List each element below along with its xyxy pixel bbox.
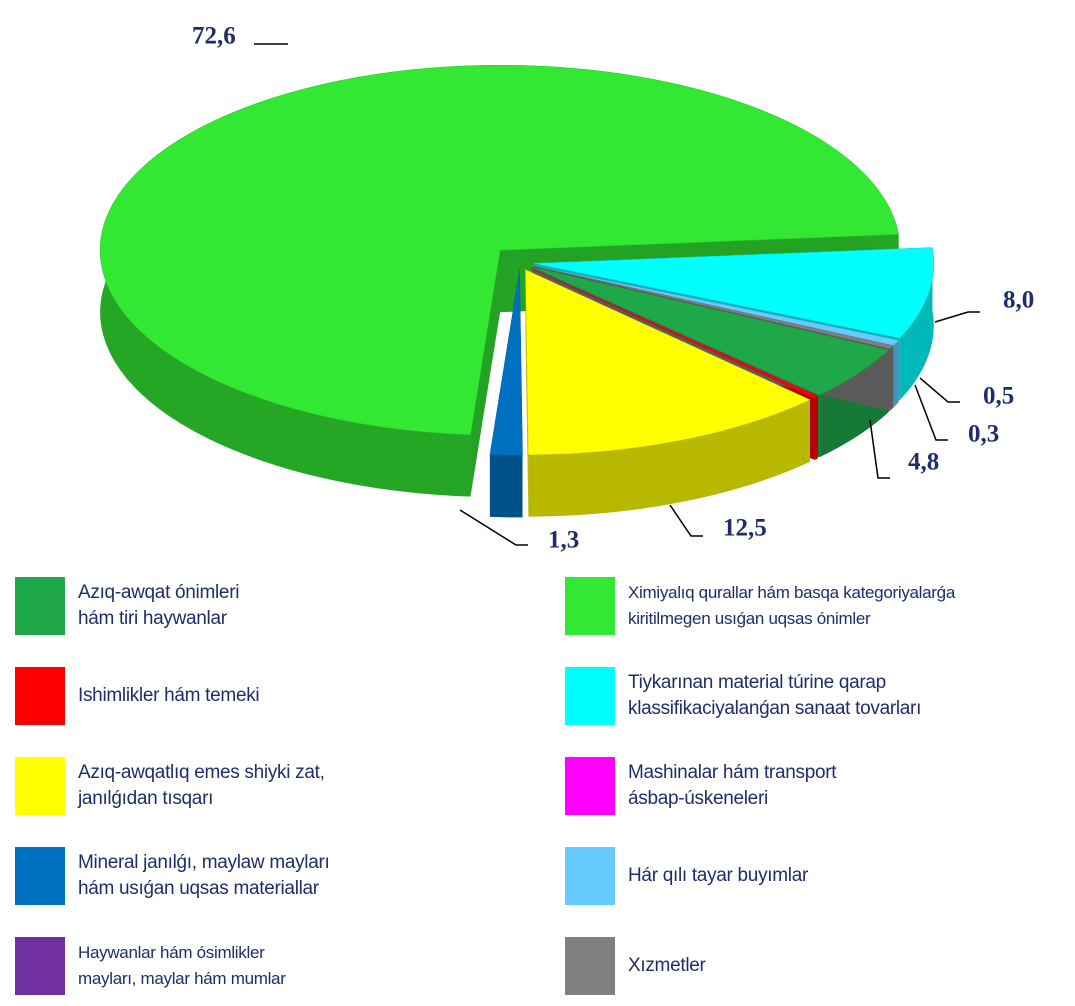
leader-line xyxy=(934,311,980,323)
legend-swatch xyxy=(15,937,65,995)
slice-side xyxy=(814,396,819,460)
leader-line xyxy=(459,509,528,546)
legend-swatch xyxy=(15,667,65,725)
legend-label: Ishimlikler hám temeki xyxy=(78,685,260,706)
leader-line xyxy=(669,504,703,537)
data-label: 0,3 xyxy=(968,421,999,448)
leader-line xyxy=(919,377,960,403)
slice xyxy=(529,267,819,399)
slice xyxy=(532,265,894,350)
slice xyxy=(99,64,899,435)
leader-line xyxy=(869,419,890,479)
legend-swatch xyxy=(565,757,615,815)
chart: 4,8 12,5 1,3 72,6 8,0 0,5 0,3 xyxy=(99,23,1034,554)
legend-label: Mineral janılǵı, maylaw mayları hám usıǵ… xyxy=(78,852,330,899)
legend-label: Xızmetler xyxy=(628,955,706,976)
legend-swatch xyxy=(565,577,615,635)
legend-swatch xyxy=(565,847,615,905)
legend-swatch xyxy=(565,667,615,725)
slice xyxy=(489,270,523,456)
slice-side xyxy=(489,454,523,518)
legend-label: Azıq-awqatlıq emes shiyki zat, janılǵıda… xyxy=(78,762,325,809)
data-label: 8,0 xyxy=(1003,287,1034,314)
pie-tops xyxy=(99,64,935,456)
data-label: 0,5 xyxy=(983,383,1014,410)
slice xyxy=(533,247,935,339)
legend-label: Mashinalar hám transport ásbap-úskeneler… xyxy=(628,762,837,809)
legend-label: Azıq-awqat ónimleri hám tiri haywanlar xyxy=(78,582,240,629)
legend-label: Tiykarınan material túrine qarap klassif… xyxy=(628,672,922,719)
legend-swatch xyxy=(15,847,65,905)
legend-label: Hár qılı tayar buyımlar xyxy=(628,865,808,886)
leader-line xyxy=(914,384,948,441)
data-label: 12,5 xyxy=(723,515,767,542)
legend-swatch xyxy=(15,757,65,815)
legend-label: Ximiyalıq qurallar hám basqa kategoriyal… xyxy=(628,583,955,628)
slice-side xyxy=(528,399,810,517)
data-label: 72,6 xyxy=(192,23,236,50)
data-label: 1,3 xyxy=(548,527,579,554)
legend-label: Haywanlar hám ósimlikler mayları, maylar… xyxy=(78,943,286,988)
slice xyxy=(525,269,811,455)
data-label: 4,8 xyxy=(908,449,939,476)
slice-side xyxy=(899,247,934,401)
legend-swatch xyxy=(565,937,615,995)
slice-side xyxy=(889,345,894,411)
slice xyxy=(531,266,890,396)
slice-side xyxy=(893,340,899,408)
legend-swatch xyxy=(15,577,65,635)
